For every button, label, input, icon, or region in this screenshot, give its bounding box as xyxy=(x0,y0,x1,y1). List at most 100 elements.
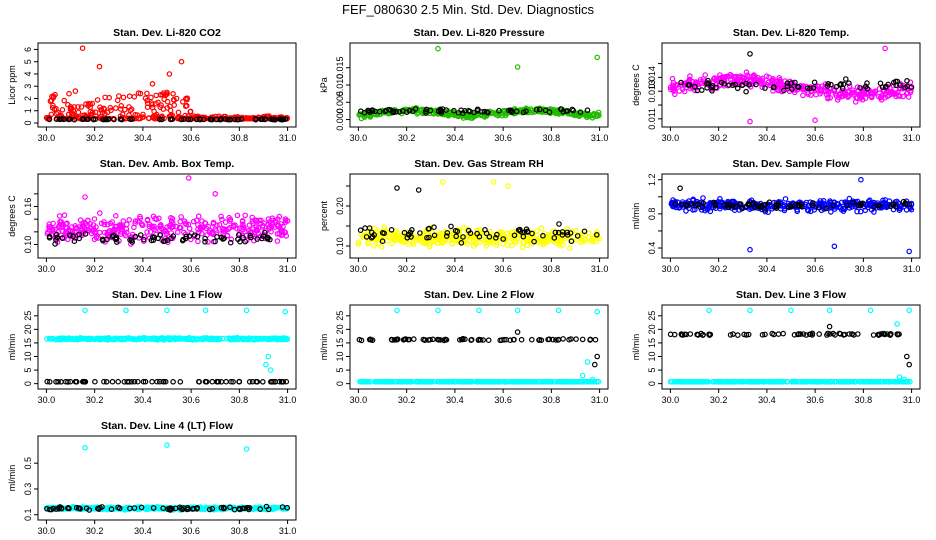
y-tick-label: 0.8 xyxy=(647,208,657,221)
data-point xyxy=(775,201,782,207)
x-tick-label: 30.8 xyxy=(231,526,249,536)
data-point xyxy=(59,223,66,230)
x-tick-label: 30.8 xyxy=(543,395,561,405)
data-point xyxy=(467,233,474,239)
data-point xyxy=(753,81,759,88)
series-all xyxy=(667,45,915,125)
data-point xyxy=(555,307,562,314)
data-point xyxy=(548,234,554,241)
data-point xyxy=(756,378,763,385)
series-all xyxy=(355,179,603,252)
data-point xyxy=(854,208,860,215)
data-point xyxy=(904,90,911,96)
data-point xyxy=(744,72,751,79)
data-point xyxy=(243,307,250,314)
data-point xyxy=(757,78,764,85)
data-point xyxy=(238,335,244,342)
plot-frame xyxy=(661,173,921,259)
data-point xyxy=(256,217,263,224)
y-tick-label: 0.5 xyxy=(23,457,33,470)
data-point xyxy=(376,378,383,385)
data-point xyxy=(65,227,72,234)
data-point xyxy=(476,307,482,314)
x-tick-label: 30.8 xyxy=(855,264,873,274)
data-point xyxy=(135,378,141,385)
data-point xyxy=(279,116,286,123)
data-point xyxy=(401,229,408,236)
figure-title: FEF_080630 2.5 Min. Std. Dev. Diagnostic… xyxy=(342,2,594,17)
data-point xyxy=(118,229,125,235)
data-point xyxy=(194,233,201,240)
data-point xyxy=(125,335,131,342)
x-tick-label: 30.6 xyxy=(182,264,200,274)
data-point xyxy=(183,95,189,102)
data-point xyxy=(175,109,182,116)
y-tick-label: 0.011 xyxy=(647,108,657,130)
data-point xyxy=(891,378,898,385)
data-point xyxy=(875,202,881,209)
data-point xyxy=(141,236,147,243)
data-point xyxy=(792,79,798,86)
x-tick-label: 30.0 xyxy=(662,395,680,405)
data-point xyxy=(185,116,192,123)
data-point xyxy=(503,231,510,237)
data-point xyxy=(124,378,131,385)
data-point xyxy=(156,215,162,222)
y-tick-label: 0.20 xyxy=(335,197,345,215)
data-point xyxy=(126,378,132,385)
data-point xyxy=(75,109,82,116)
data-point xyxy=(216,335,222,342)
data-point xyxy=(669,75,676,82)
data-point xyxy=(84,335,90,342)
data-point xyxy=(593,232,600,238)
data-point xyxy=(119,111,126,118)
data-point xyxy=(259,378,266,385)
data-point xyxy=(89,100,96,107)
data-point xyxy=(237,238,243,245)
data-point xyxy=(816,204,822,211)
data-point xyxy=(584,113,591,119)
data-point xyxy=(390,108,397,115)
data-point xyxy=(426,243,433,250)
data-point xyxy=(890,82,897,89)
data-point xyxy=(202,335,208,342)
data-point xyxy=(61,235,67,241)
data-point xyxy=(380,227,387,233)
x-tick-label: 30.0 xyxy=(662,264,680,274)
data-point xyxy=(720,74,727,80)
data-point xyxy=(190,218,197,225)
data-point xyxy=(209,230,215,237)
data-point xyxy=(706,307,712,314)
data-point xyxy=(451,107,457,114)
data-point xyxy=(199,224,206,231)
data-point xyxy=(906,307,913,314)
data-point xyxy=(531,238,537,245)
data-point xyxy=(579,238,586,245)
data-point xyxy=(730,203,736,209)
data-point xyxy=(101,219,107,225)
data-point xyxy=(573,336,579,342)
data-point xyxy=(589,378,595,385)
y-tick-label: 15 xyxy=(335,338,345,348)
data-point xyxy=(355,239,362,245)
data-point xyxy=(132,233,139,240)
data-point xyxy=(135,336,142,342)
data-point xyxy=(225,116,231,123)
x-tick-label: 30.8 xyxy=(855,395,873,405)
data-point xyxy=(260,222,266,229)
data-point xyxy=(242,212,249,219)
data-point xyxy=(208,116,215,123)
data-point xyxy=(76,235,83,242)
x-tick-label: 30.0 xyxy=(350,133,368,143)
y-tick-label: 0.10 xyxy=(23,236,33,254)
data-point xyxy=(591,361,598,368)
data-point xyxy=(501,336,507,343)
data-point xyxy=(266,223,273,230)
data-point xyxy=(776,78,783,85)
data-point xyxy=(784,80,791,87)
data-point xyxy=(158,222,164,228)
data-point xyxy=(441,337,447,343)
data-point xyxy=(435,45,441,52)
data-point xyxy=(138,221,145,227)
data-point xyxy=(275,222,282,228)
